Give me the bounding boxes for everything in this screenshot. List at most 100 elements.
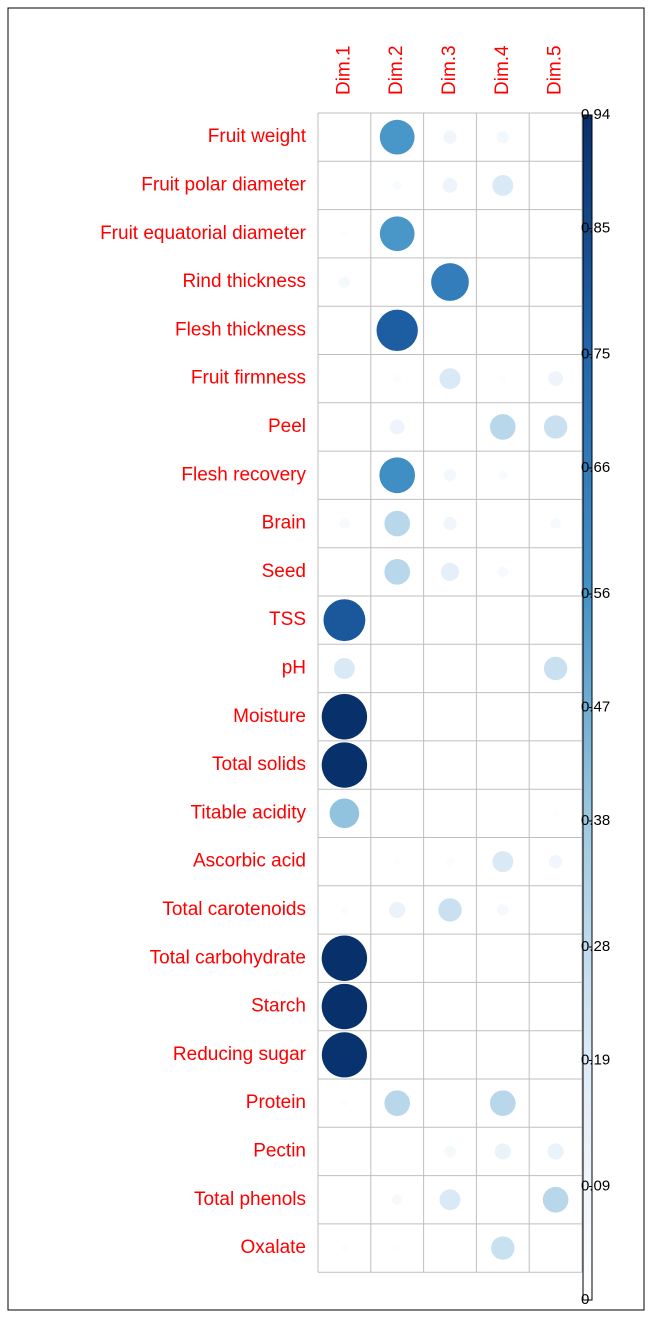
row-label: Fruit equatorial diameter	[100, 223, 307, 244]
cell-circle	[392, 180, 402, 191]
row-label: TSS	[269, 609, 306, 630]
cell-circle	[440, 562, 460, 581]
row-label: Oxalate	[241, 1237, 306, 1258]
cell-circle	[321, 742, 368, 788]
cell-circle	[492, 851, 514, 873]
row-label: Fruit firmness	[191, 368, 306, 389]
cell-circle	[443, 516, 457, 531]
cell-circle	[376, 309, 418, 352]
cell-circle	[543, 656, 568, 681]
cell-circle	[389, 901, 406, 919]
cell-circle	[438, 898, 462, 922]
row-label: Seed	[262, 561, 306, 582]
column-label: Dim.4	[492, 45, 513, 95]
row-label: Ascorbic acid	[193, 851, 306, 872]
row-label: Total phenols	[194, 1189, 306, 1210]
cell-circle	[443, 469, 457, 482]
colorbar-tick-label: 0.19	[581, 1051, 610, 1068]
cell-circle	[321, 983, 368, 1030]
cell-circle	[379, 216, 415, 252]
cell-circle	[550, 518, 561, 529]
cell-circle	[339, 518, 350, 529]
column-label: Dim.1	[333, 45, 354, 95]
cell-circle	[494, 1143, 511, 1160]
colorbar-tick-label: 0.28	[581, 938, 610, 955]
cell-circle	[444, 1145, 456, 1158]
cell-circle	[340, 905, 349, 915]
row-label: Fruit polar diameter	[141, 174, 306, 195]
cell-circle	[389, 419, 405, 435]
cell-circle	[439, 368, 461, 390]
cell-circle	[497, 904, 509, 916]
column-label: Dim.2	[386, 45, 407, 95]
colorbar-tick-label: 0.09	[581, 1178, 610, 1195]
cell-circle	[498, 470, 508, 480]
row-label: Fruit weight	[208, 126, 307, 147]
row-label: Total carotenoids	[162, 899, 306, 920]
cell-circle	[496, 130, 509, 144]
cell-circle	[548, 371, 564, 387]
cell-circle	[492, 174, 514, 196]
cell-circle	[542, 1186, 569, 1213]
frame	[7, 7, 645, 1311]
row-label: Starch	[251, 996, 306, 1017]
cell-circle	[439, 1189, 461, 1211]
cell-circle	[342, 472, 347, 478]
row-label: Peel	[268, 416, 306, 437]
colorbar-tick-label: 0.56	[581, 585, 610, 602]
row-label: Rind thickness	[182, 271, 306, 292]
row-label: Protein	[246, 1092, 306, 1113]
cell-circle	[553, 279, 558, 285]
cell-circle	[384, 1090, 411, 1116]
cell-circle	[391, 1194, 403, 1205]
cell-circle	[443, 130, 457, 144]
cell-circle	[499, 375, 507, 382]
colorbar-tick-label: 0.66	[581, 459, 610, 476]
cell-circle	[547, 1143, 564, 1160]
cell-circle	[447, 231, 453, 237]
column-label: Dim.5	[545, 45, 566, 95]
cell-circle	[489, 1090, 516, 1116]
cell-circle	[445, 857, 455, 866]
colorbar-tick-label: 0.47	[581, 698, 610, 715]
cell-circle	[489, 414, 516, 440]
cell-circle	[321, 694, 368, 740]
cell-circle	[384, 510, 411, 537]
cell-circle	[342, 376, 347, 381]
cell-circle	[341, 230, 348, 238]
cell-circle	[543, 415, 568, 439]
row-label: Moisture	[233, 706, 306, 727]
cell-circle	[341, 1099, 348, 1107]
colorbar-tick-label: 0	[581, 1291, 589, 1308]
cell-circle	[329, 798, 360, 829]
row-label: Flesh thickness	[175, 319, 306, 340]
cell-circle	[393, 1244, 401, 1252]
cell-circle	[342, 134, 347, 140]
colorbar-tick-label: 0.94	[581, 106, 610, 123]
row-label: Reducing sugar	[173, 1044, 307, 1065]
cell-circle	[321, 1032, 367, 1078]
cell-circle	[384, 559, 411, 585]
cell-circle	[323, 599, 366, 642]
row-label: Pectin	[253, 1140, 306, 1161]
cell-circle	[379, 119, 415, 155]
colorbar-tick-label: 0.38	[581, 812, 610, 829]
colorbar-tick-label: 0.85	[581, 219, 610, 236]
cell-circle	[333, 657, 355, 679]
cell-circle	[442, 178, 458, 193]
row-label: Brain	[262, 513, 306, 534]
cell-circle	[548, 855, 563, 869]
cell-circle	[379, 457, 416, 494]
row-label: Titable acidity	[191, 802, 307, 823]
cell-circle	[393, 374, 402, 383]
row-label: pH	[282, 657, 306, 678]
cell-circle	[491, 1236, 515, 1260]
cell-circle	[393, 858, 401, 865]
cell-circle	[341, 1244, 348, 1252]
row-label: Flesh recovery	[181, 464, 306, 485]
colorbar-tick-label: 0.75	[581, 345, 610, 362]
cell-circle	[497, 566, 509, 578]
row-label: Total solids	[212, 754, 306, 775]
cell-circle	[552, 810, 559, 817]
